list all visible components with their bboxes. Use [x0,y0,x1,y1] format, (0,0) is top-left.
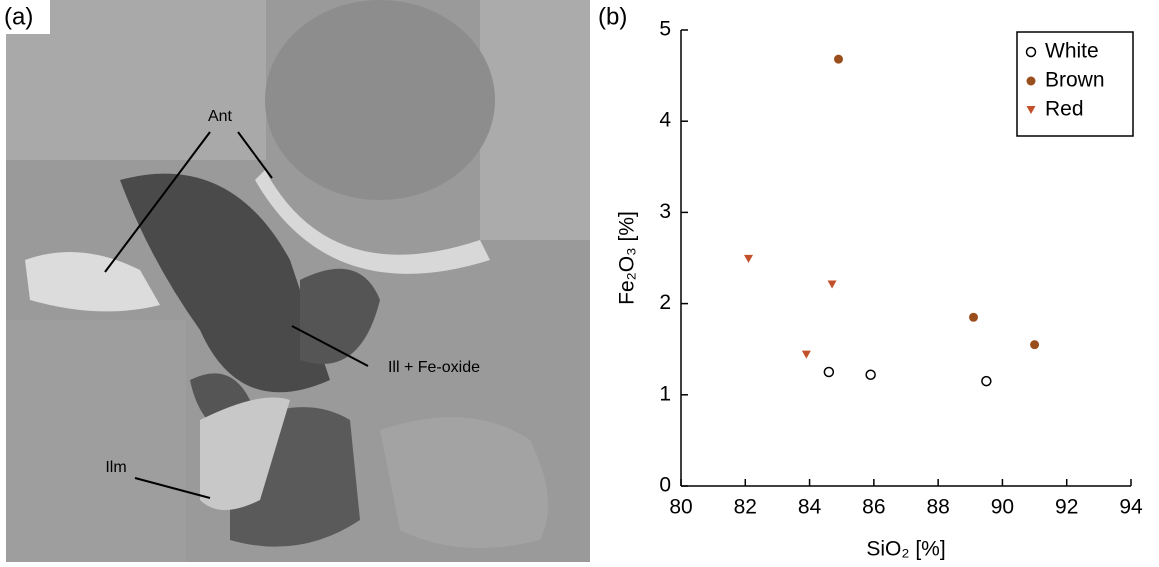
legend-label: Red [1045,98,1084,121]
micrograph [6,0,590,562]
legend-label: White [1045,40,1099,63]
annotation: Ilm [105,459,126,476]
point [744,254,753,263]
point [834,54,843,64]
point [823,366,835,378]
x-tick-label: 90 [991,496,1014,519]
point [981,375,992,387]
point [827,280,837,289]
panel-label: (a) [4,3,33,30]
x-tick-label: 94 [1119,496,1143,519]
x-tick-label: 86 [862,496,885,519]
x-tick-label: 88 [926,496,949,519]
y-axis-label: Fe₂O₃ [%] [616,211,639,305]
x-tick-label: 84 [798,496,822,519]
legend-marker [1025,46,1037,58]
y-tick-label: 5 [659,18,671,41]
x-tick-label: 80 [669,496,692,519]
point [801,350,811,359]
annotation: Ant [208,108,233,125]
x-axis-label: SiO₂ [%] [866,538,945,561]
legend-marker [1026,76,1036,86]
point [865,369,876,380]
x-tick-label: 82 [734,496,757,519]
legend-marker [1026,106,1036,114]
y-tick-label: 3 [659,200,671,223]
y-tick-label: 4 [659,109,671,132]
legend-label: Brown [1045,69,1105,92]
y-tick-label: 1 [659,382,671,405]
x-tick-label: 92 [1055,496,1078,519]
legend-box [1016,31,1134,137]
point [1030,340,1040,350]
y-tick-label: 0 [659,474,671,497]
annotation: Ill + Fe-oxide [388,359,480,376]
point [969,312,978,322]
panel-label: (b) [598,3,627,30]
y-tick-label: 2 [659,291,671,314]
